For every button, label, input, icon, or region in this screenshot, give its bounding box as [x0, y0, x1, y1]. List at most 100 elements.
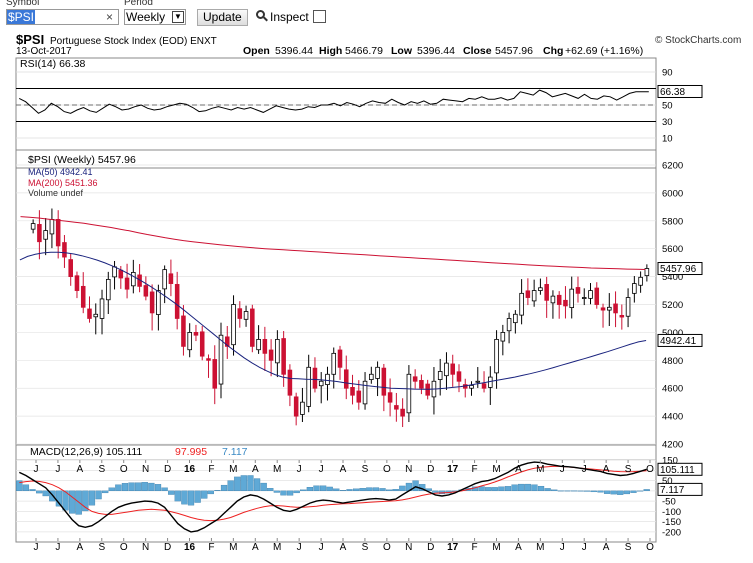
candle-body: [506, 318, 512, 332]
macd-x-tick-label: A: [515, 542, 522, 553]
macd-histogram-bar: [220, 484, 228, 491]
candle-body: [394, 405, 399, 410]
period-select[interactable]: Weekly ▼: [124, 9, 186, 25]
macd-histogram-bar: [630, 490, 637, 493]
macd-histogram-bar: [352, 488, 360, 491]
macd-x-tick-label: J: [319, 542, 324, 553]
macd-x-tick-label: F: [208, 542, 214, 553]
candle-body: [337, 349, 343, 368]
candle-body: [594, 287, 600, 305]
macd-histogram-bar: [82, 490, 89, 512]
macd-histogram-bar: [234, 476, 241, 492]
price-x-tick-label: M: [273, 464, 281, 475]
candle-body: [212, 359, 218, 389]
candle-body: [400, 408, 405, 417]
update-button[interactable]: Update: [197, 9, 248, 26]
macd-x-tick-label: M: [536, 542, 544, 553]
period-label: Period: [124, 0, 153, 8]
macd-hist-value-label-box: [657, 482, 703, 496]
candle-body: [143, 285, 149, 297]
candle-body: [381, 367, 387, 396]
price-tick-label: 4800: [662, 356, 683, 367]
macd-tick-label: -50: [662, 497, 676, 508]
macd-x-tick-label: S: [98, 542, 105, 553]
macd-histogram-bar: [273, 490, 280, 493]
candle-body: [369, 373, 374, 380]
macd-histogram-bar: [570, 490, 578, 492]
inspect-checkbox[interactable]: [313, 10, 326, 23]
candle-body: [268, 349, 274, 361]
period-value: Weekly: [126, 10, 166, 24]
macd-histogram-bar: [154, 484, 162, 492]
price-x-tick-label: J: [582, 464, 587, 475]
macd-histogram-bar: [511, 484, 518, 492]
macd-histogram-bar: [29, 489, 36, 492]
candle-body: [619, 314, 625, 318]
candle-body: [350, 386, 355, 396]
price-x-tick-label: S: [98, 464, 105, 475]
candle-body: [62, 242, 67, 258]
candle-body: [30, 223, 36, 230]
symbol-value: $PSI: [7, 10, 36, 24]
candle-body: [149, 291, 155, 314]
macd-histogram-bar: [366, 487, 373, 492]
clear-icon[interactable]: ×: [105, 10, 113, 24]
candle-body: [124, 277, 130, 290]
macd-histogram-bar: [551, 489, 558, 492]
candle-body: [356, 390, 362, 403]
price-x-tick-label: N: [405, 464, 412, 475]
candle-body: [444, 362, 449, 377]
candle-body: [300, 401, 305, 415]
close-price-label: 5457.96: [660, 264, 697, 275]
macd-histogram-bar: [108, 487, 115, 491]
macd-histogram-bar: [141, 482, 148, 491]
candle-body: [312, 367, 318, 389]
macd-histogram-bar: [187, 490, 195, 506]
candle-body: [231, 304, 236, 346]
price-x-tick-label: 16: [184, 464, 196, 475]
candle-body: [581, 297, 587, 299]
candle-body: [450, 363, 456, 375]
symbol-input[interactable]: $PSI ×: [6, 9, 119, 25]
chg-value: +62.69 (+1.16%): [565, 45, 643, 57]
macd-histogram-bar: [432, 490, 439, 493]
macd-histogram-bar: [161, 487, 168, 491]
chart-date: 13-Oct-2017: [16, 46, 72, 57]
close-label: Close: [463, 45, 492, 57]
macd-histogram-bar: [399, 485, 406, 491]
chart-ticker: $PSI: [16, 32, 44, 47]
candle-body: [250, 308, 255, 347]
candle-body: [131, 272, 136, 287]
macd-histogram-bar: [412, 480, 419, 492]
macd-histogram-bar: [168, 490, 175, 495]
candle-body: [569, 288, 574, 308]
macd-histogram-bar: [498, 486, 505, 491]
ma50-price-label-box: [657, 333, 703, 347]
macd-histogram-bar: [491, 487, 498, 491]
price-x-tick-label: M: [536, 464, 544, 475]
open-label: Open: [243, 45, 270, 57]
candle-body: [224, 336, 230, 347]
macd-x-tick-label: O: [383, 542, 391, 553]
price-x-tick-label: J: [560, 464, 565, 475]
ma200-legend: MA(200) 5451.36: [28, 178, 98, 188]
macd-histogram-bar: [590, 490, 597, 493]
macd-histogram-bar: [544, 488, 551, 492]
macd-histogram-bar: [333, 488, 340, 491]
macd-tick-label: 50: [662, 476, 673, 487]
candle-body: [106, 278, 111, 301]
candle-body: [588, 290, 593, 299]
inspect-label: Inspect: [270, 10, 309, 24]
candle-body: [375, 366, 380, 379]
candle-body: [218, 334, 224, 385]
close-price-label-box: [657, 262, 703, 276]
x-axis: J J J J A A S S O O N N D D 16 16 F F M M A A M M J J J J A A S S O O N N D D…: [34, 460, 654, 553]
chevron-down-icon[interactable]: ▼: [172, 11, 184, 23]
price-x-tick-label: F: [472, 464, 478, 475]
macd-histogram-bar: [88, 490, 96, 506]
price-x-tick-label: A: [77, 464, 84, 475]
price-x-tick-label: J: [55, 464, 60, 475]
macd-histogram-bar: [35, 490, 43, 494]
macd-histogram-bar: [121, 483, 129, 492]
